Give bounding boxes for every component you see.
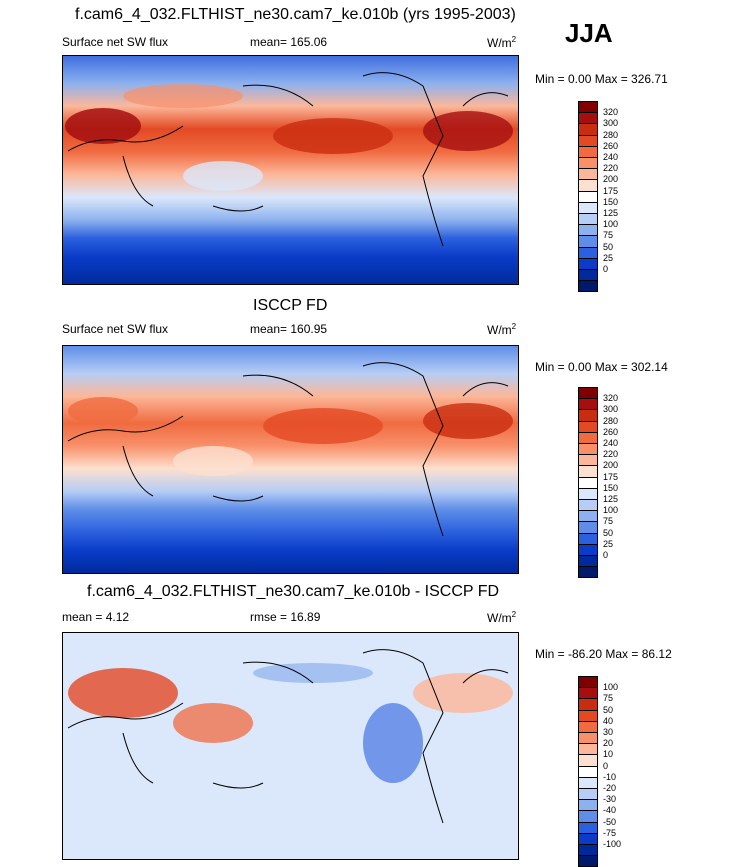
colorbar-tick-label: 175 — [603, 185, 619, 196]
colorbar-tick-label: 150 — [603, 196, 619, 207]
colorbar-swatch — [578, 566, 598, 579]
colorbar-tick-label: -100 — [603, 839, 622, 849]
panel2-map — [62, 345, 519, 574]
panel1-field-label: Surface net SW flux — [62, 35, 169, 49]
colorbar-tick-label: 320 — [603, 107, 619, 118]
colorbar-tick-label: -30 — [603, 794, 617, 805]
colorbar-tick-label: -75 — [603, 827, 617, 838]
colorbar-tick-label: 200 — [603, 460, 619, 471]
colorbar-tick-label: 25 — [603, 252, 614, 263]
panel1-units: W/m2 — [487, 35, 517, 50]
colorbar-tick-label: 125 — [603, 494, 619, 504]
colorbar-tick-label: 300 — [603, 404, 619, 415]
colorbar-tick-label: 220 — [603, 449, 619, 460]
colorbar-tick-label: -20 — [603, 783, 617, 793]
colorbar-tick-label: -50 — [603, 816, 617, 827]
colorbar-tick-label: -40 — [603, 805, 617, 816]
panel3-units: W/m2 — [487, 610, 517, 625]
colorbar-tick-label: 280 — [603, 415, 619, 426]
colorbar-tick-label: 0 — [603, 550, 609, 560]
colorbar-tick-label: 200 — [603, 174, 619, 185]
colorbar-tick-label: 240 — [603, 152, 619, 162]
panel1-colorbar: 320 300 280 260 240 220 200 175 150 125 100 75 50 25 0 — [578, 101, 638, 293]
colorbar-tick-label: 320 — [603, 393, 619, 404]
colorbar-tick-label: 75 — [603, 516, 614, 527]
panel3-title: f.cam6_4_032.FLTHIST_ne30.cam7_ke.010b -… — [87, 583, 500, 600]
colorbar-tick-label: 75 — [603, 230, 614, 241]
colorbar-tick-label: 125 — [603, 208, 619, 218]
colorbar-tick-label: 260 — [603, 426, 619, 437]
colorbar-tick-label: 25 — [603, 538, 614, 549]
colorbar-tick-label: 10 — [603, 749, 614, 760]
colorbar-tick-label: 100 — [603, 682, 619, 693]
panel3-rmse: rmse = 16.89 — [250, 610, 321, 624]
colorbar-tick-label: 100 — [603, 505, 619, 516]
colorbar-tick-label: 50 — [603, 241, 614, 252]
panel2-units: W/m2 — [487, 322, 517, 337]
colorbar-tick-label: -10 — [603, 771, 617, 782]
panel2-mean: mean= 160.95 — [250, 322, 328, 336]
panel3-colorbar: 100 75 50 40 30 20 10 0 -10 -20 -30 -40 -50 -75 -100 — [578, 676, 638, 867]
panel2-minmax: Min = 0.00 Max = 302.14 — [535, 360, 668, 374]
panel1-minmax: Min = 0.00 Max = 326.71 — [535, 72, 668, 86]
panel2-field-label: Surface net SW flux — [62, 322, 169, 336]
panel3-minmax: Min = -86.20 Max = 86.12 — [535, 647, 672, 661]
colorbar-tick-label: 175 — [603, 471, 619, 482]
colorbar-tick-label: 20 — [603, 738, 614, 749]
colorbar-tick-label: 75 — [603, 693, 614, 704]
colorbar-tick-label: 0 — [603, 760, 609, 771]
panel2-title: ISCCP FD — [253, 297, 328, 314]
colorbar-tick-label: 260 — [603, 140, 619, 151]
colorbar-tick-label: 240 — [603, 438, 619, 448]
season-label: JJA — [565, 18, 613, 48]
colorbar-tick-label: 50 — [603, 527, 614, 538]
colorbar-tick-label: 150 — [603, 482, 619, 493]
panel1-title: f.cam6_4_032.FLTHIST_ne30.cam7_ke.010b (… — [75, 6, 516, 23]
colorbar-swatch — [578, 280, 598, 293]
panel2-colorbar: 320 300 280 260 240 220 200 175 150 125 100 75 50 25 0 — [578, 387, 638, 579]
colorbar-swatch — [578, 855, 598, 867]
colorbar-tick-label: 30 — [603, 727, 614, 737]
colorbar-tick-label: 0 — [603, 264, 609, 274]
colorbar-tick-label: 40 — [603, 715, 614, 726]
colorbar-tick-label: 100 — [603, 219, 619, 230]
panel3-mean: mean = 4.12 — [62, 610, 130, 624]
panel3-map — [62, 632, 519, 860]
colorbar-tick-label: 300 — [603, 118, 619, 129]
colorbar-tick-label: 220 — [603, 163, 619, 174]
colorbar-tick-label: 50 — [603, 704, 614, 715]
panel1-map — [62, 55, 519, 285]
colorbar-tick-label: 280 — [603, 129, 619, 140]
panel1-mean: mean= 165.06 — [250, 35, 328, 49]
